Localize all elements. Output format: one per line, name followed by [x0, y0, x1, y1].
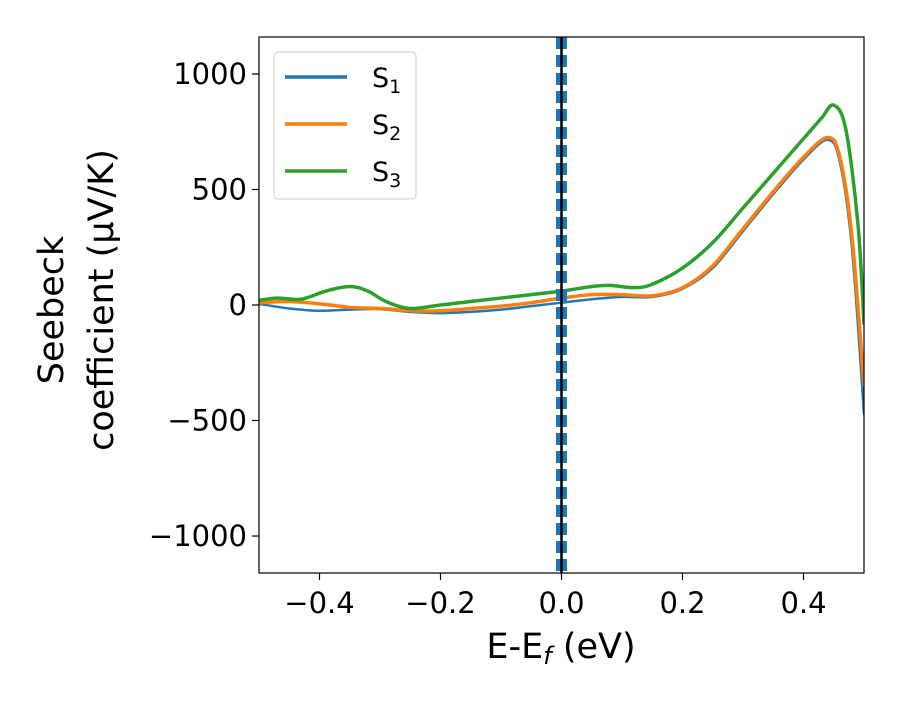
y-axis-label-line-2: coefficient (μV/K): [82, 149, 122, 451]
legend-label-s2: S2: [372, 110, 401, 145]
y-axis-label-line-1: Seebeck: [32, 235, 72, 384]
y-tick-label: 500: [192, 172, 247, 206]
x-axis-label: E-Ef (eV): [486, 627, 635, 670]
series-line-s2: [259, 135, 864, 388]
ticks-layer: −0.4 −0.2 0.0 0.2 0.4 −1000 −500 0 500 1000: [149, 57, 827, 620]
y-tick-label: −500: [167, 404, 247, 438]
x-tick-label: 0.2: [659, 586, 705, 620]
legend: S1 S2 S3: [273, 51, 417, 200]
series-layer: [259, 37, 864, 573]
y-tick-label: −1000: [149, 519, 247, 553]
x-tick-label: 0.4: [780, 586, 826, 620]
y-axis-label: Seebeck coefficient (μV/K): [32, 149, 122, 451]
series-line-s3: [259, 103, 864, 326]
y-tick-label: 1000: [173, 57, 247, 91]
legend-label-s1: S1: [372, 63, 401, 98]
x-tick-label: −0.4: [284, 586, 354, 620]
y-tick-label: 0: [229, 288, 247, 322]
x-tick-label: 0.0: [538, 586, 584, 620]
x-tick-label: −0.2: [405, 586, 475, 620]
legend-label-s3: S3: [372, 157, 401, 192]
